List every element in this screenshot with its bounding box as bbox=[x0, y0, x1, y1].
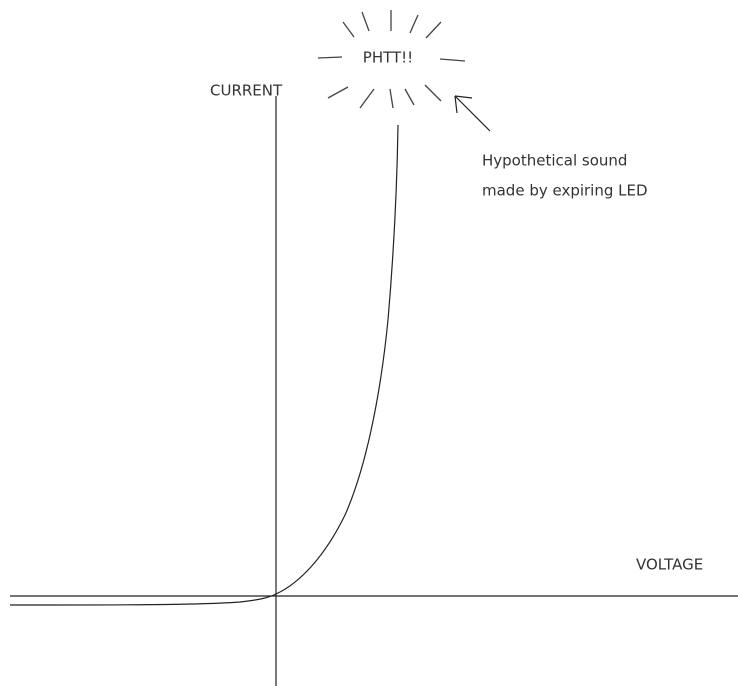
iv-curve bbox=[9, 124, 399, 606]
sound-text: PHTT!! bbox=[363, 49, 413, 67]
y-axis-label: CURRENT bbox=[210, 82, 283, 100]
annotation-line: made by expiring LED bbox=[482, 182, 648, 200]
x-axis-label: VOLTAGE bbox=[636, 556, 703, 574]
annotation-arrow bbox=[454, 95, 491, 132]
burst-lines bbox=[317, 10, 466, 109]
annotation-line: Hypothetical sound bbox=[482, 152, 627, 170]
